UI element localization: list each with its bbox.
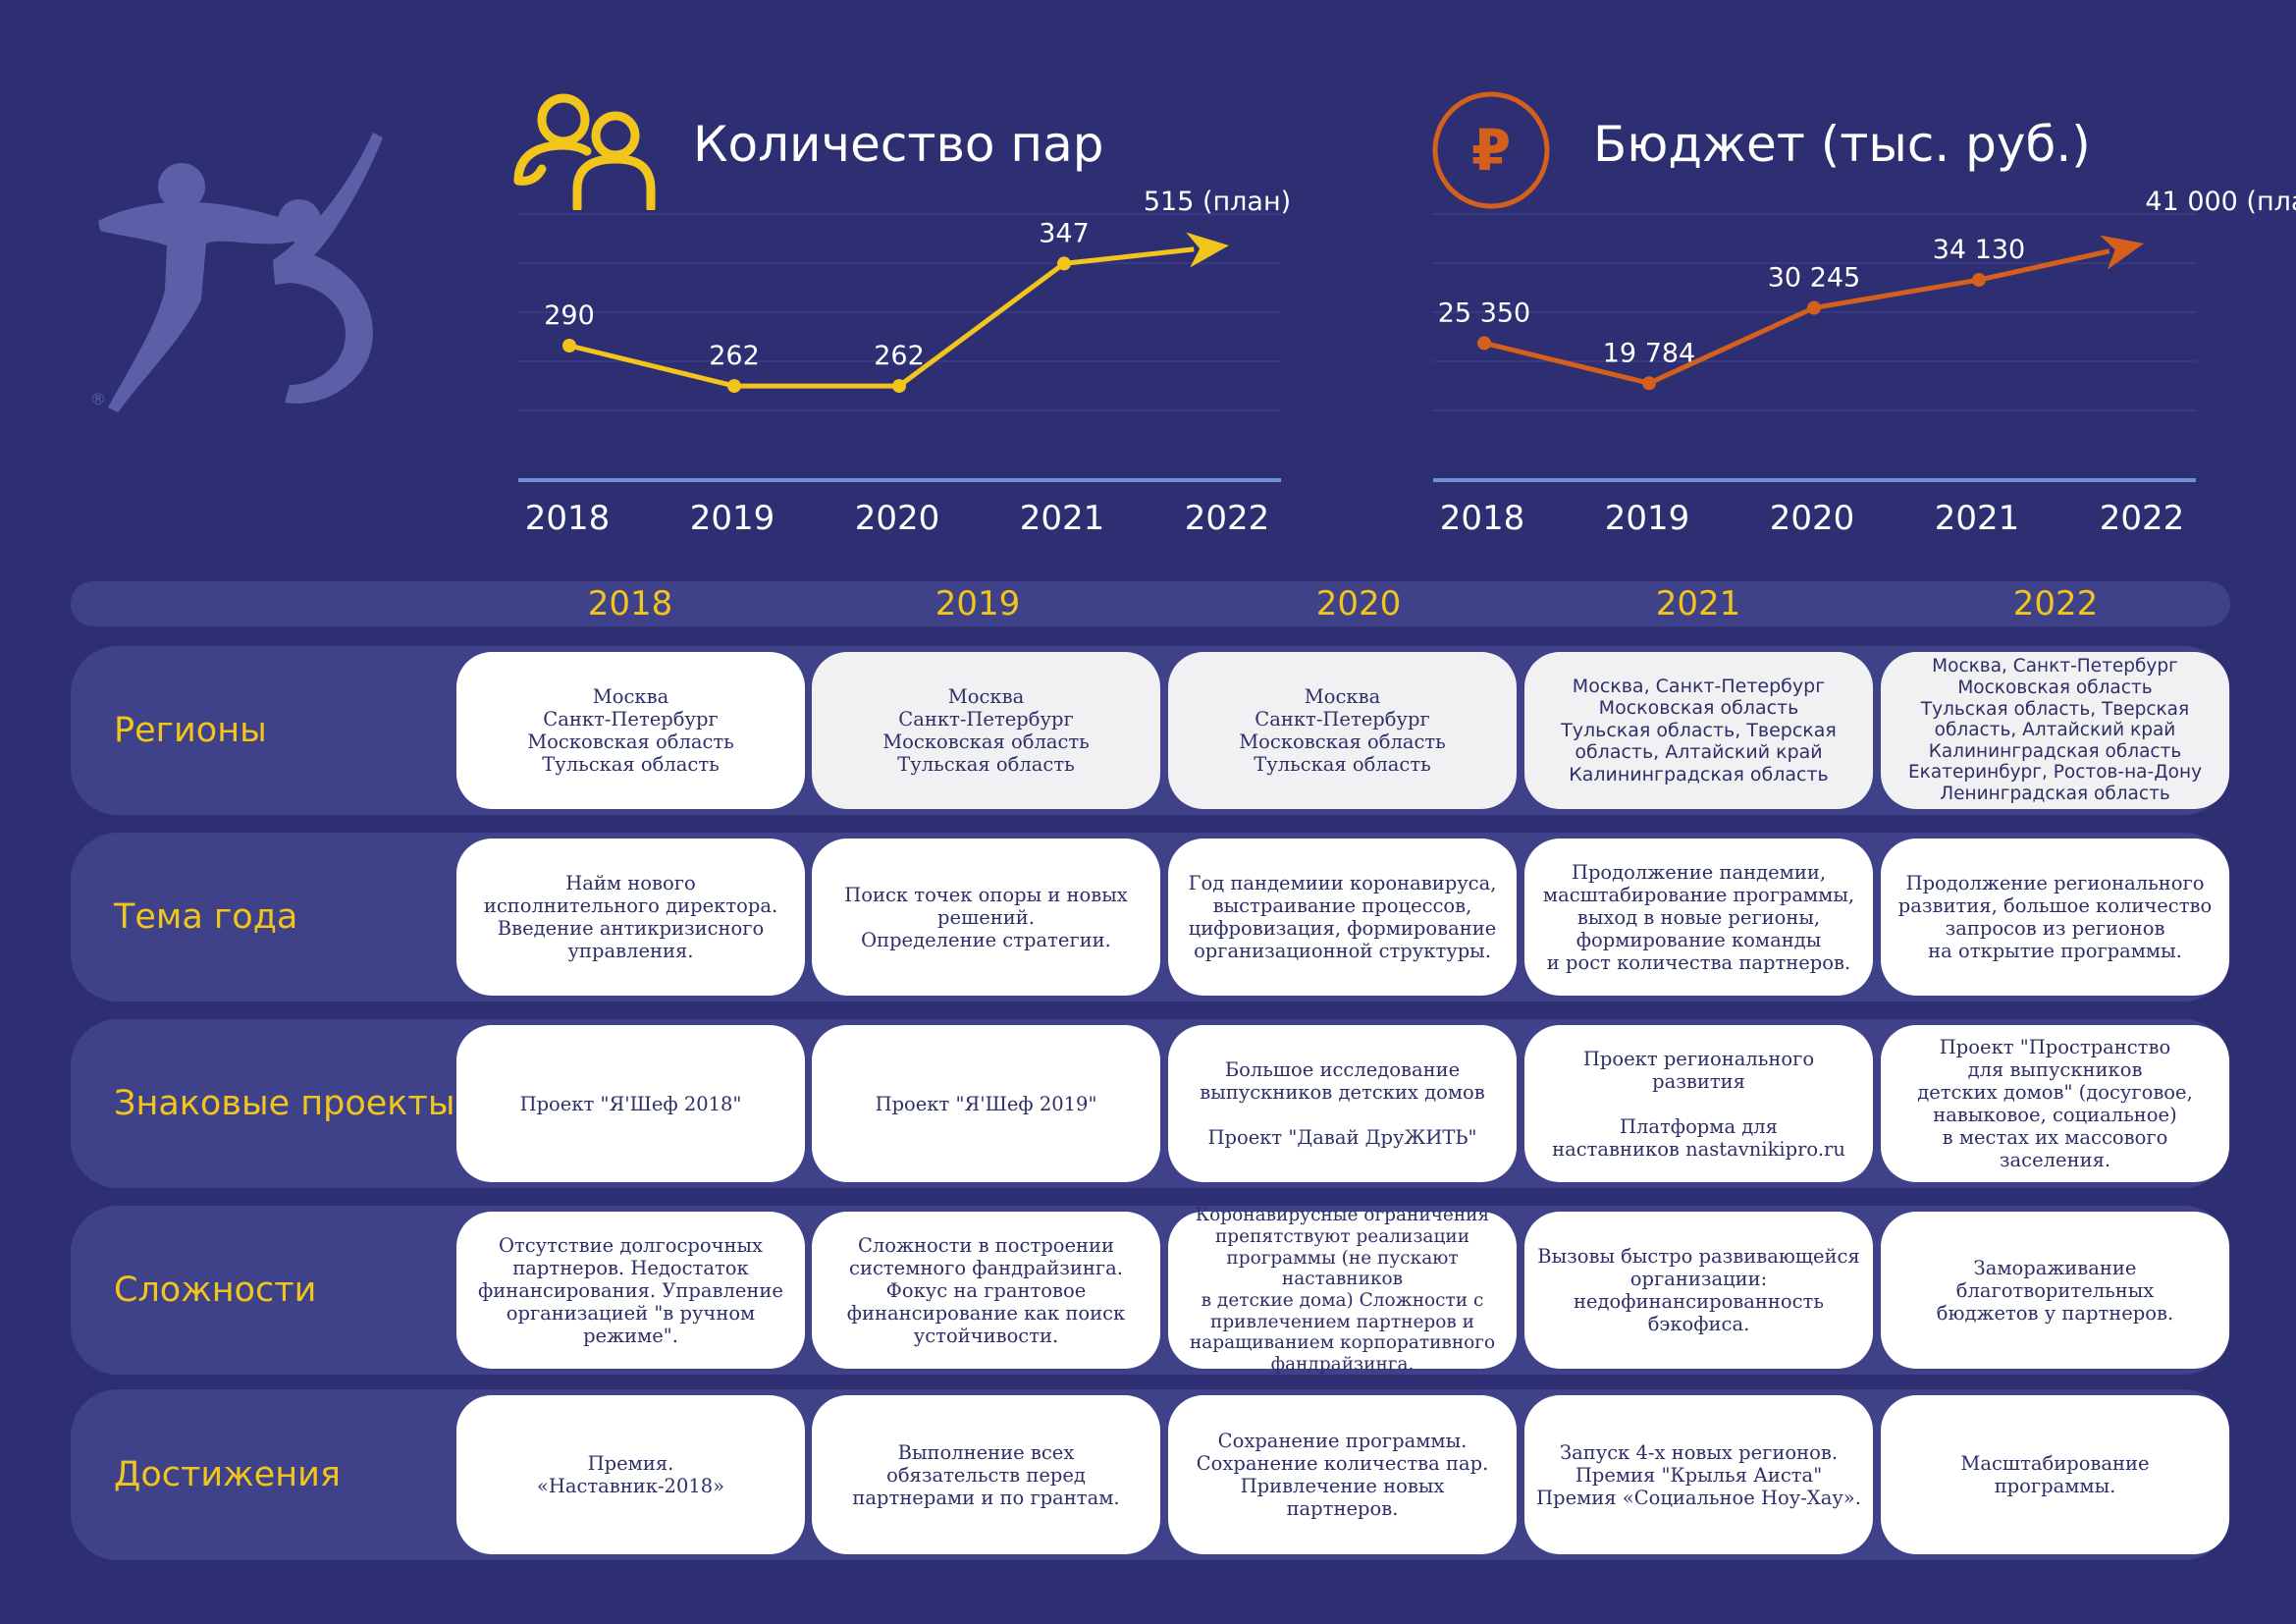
budget-line-chart: 2018 2019 2020 2021 2022 25 350 19 784 30 245 34… <box>1433 187 2296 538</box>
pairs-chart-tick-2021: 2021 <box>1020 499 1105 538</box>
cell-key-projects-2022: Проект "Пространство для выпускников дет… <box>1881 1025 2229 1182</box>
budget-chart-tick-2019: 2019 <box>1605 499 1690 538</box>
pairs-chart-tick-2022: 2022 <box>1185 499 1270 538</box>
cell-achievements-2020: Сохранение программы. Сохранение количес… <box>1168 1395 1517 1554</box>
cell-key-projects-2018: Проект "Я'Шеф 2018" <box>456 1025 805 1182</box>
year-header-2019: 2019 <box>934 584 1021 623</box>
cell-theme-2018: Найм нового исполнительного директора. В… <box>456 839 805 996</box>
cell-theme-2022: Продолжение регионального развития, боль… <box>1881 839 2229 996</box>
registered-mark: ® <box>90 390 106 408</box>
pairs-chart-series-line <box>568 261 1066 389</box>
budget-chart-point-2021 <box>1972 273 1986 288</box>
cell-regions-2021: Москва, Санкт-Петербург Московская облас… <box>1524 652 1873 809</box>
cell-difficulties-2022: Замораживание благотворительных бюджетов… <box>1881 1212 2229 1369</box>
budget-chart-tick-2022: 2022 <box>2100 499 2185 538</box>
ruble-icon: ₽ <box>1432 91 1550 209</box>
pairs-line-chart: 2018 2019 2020 2021 2022 290 262 262 347 515 (пла… <box>518 187 1291 538</box>
row-label-theme: Тема года <box>114 897 298 937</box>
budget-chart-point-2018 <box>1477 336 1491 351</box>
pairs-chart-tick-2019: 2019 <box>690 499 775 538</box>
cell-key-projects-2019: Проект "Я'Шеф 2019" <box>812 1025 1160 1182</box>
row-label-achievements: Достижения <box>114 1455 341 1494</box>
budget-chart-title: Бюджет (тыс. руб.) <box>1593 116 2091 173</box>
cell-difficulties-2020: Коронавирусные ограничения препятствуют … <box>1168 1205 1517 1375</box>
pairs-chart-point-2020 <box>892 379 906 394</box>
pairs-chart-value-label-2020: 262 <box>874 341 925 371</box>
pairs-chart-value-label-2018: 290 <box>544 300 595 331</box>
budget-chart-value-label-2018: 25 350 <box>1438 298 1530 328</box>
cell-regions-2018: Москва Санкт-Петербург Московская област… <box>456 652 805 809</box>
pairs-chart-tick-2018: 2018 <box>525 499 611 538</box>
cell-theme-2021: Продолжение пандемии, масштабирование пр… <box>1524 839 1873 996</box>
budget-chart-value-label-2020: 30 245 <box>1768 263 1860 294</box>
year-header-2020: 2020 <box>1315 584 1402 623</box>
pairs-chart-plan-label: 515 (план) <box>1144 187 1291 217</box>
year-header-2021: 2021 <box>1655 584 1741 623</box>
cell-regions-2022: Москва, Санкт-Петербург Московская облас… <box>1881 652 2229 809</box>
cell-achievements-2022: Масштабирование программы. <box>1881 1395 2229 1554</box>
pairs-chart-point-2018 <box>562 339 576 352</box>
row-label-difficulties: Сложности <box>114 1271 317 1310</box>
people-icon <box>513 93 656 210</box>
mentor-figures-icon <box>98 133 383 412</box>
budget-chart-series-line <box>1483 277 1980 386</box>
row-label-key-projects: Знаковые проекты <box>114 1084 455 1123</box>
cell-regions-2020: Москва Санкт-Петербург Московская област… <box>1168 652 1517 809</box>
year-header-bar <box>71 581 2230 626</box>
pairs-chart-value-label-2021: 347 <box>1039 218 1090 248</box>
budget-chart-value-label-2019: 19 784 <box>1603 338 1695 368</box>
ruble-glyph: ₽ <box>1471 117 1511 184</box>
cell-achievements-2019: Выполнение всех обязательств перед партн… <box>812 1395 1160 1554</box>
cell-theme-2019: Поиск точек опоры и новых решений. Опред… <box>812 839 1160 996</box>
cell-key-projects-2020: Большое исследование выпускников детских… <box>1168 1025 1517 1182</box>
budget-chart-point-2019 <box>1642 376 1656 391</box>
year-header-2018: 2018 <box>587 584 673 623</box>
pairs-chart-point-2019 <box>727 379 741 394</box>
pairs-chart-point-2021 <box>1057 256 1071 271</box>
cell-difficulties-2018: Отсутствие долгосрочных партнеров. Недос… <box>456 1212 805 1369</box>
row-label-regions: Регионы <box>114 711 267 750</box>
budget-chart-plan-line <box>1978 248 2110 283</box>
budget-chart-point-2020 <box>1807 300 1821 315</box>
pairs-chart-tick-2020: 2020 <box>855 499 940 538</box>
pairs-chart-plan-line <box>1063 246 1195 266</box>
budget-chart-plan-arrowhead <box>2100 235 2144 270</box>
cell-theme-2020: Год пандемиии коронавируса, выстраивание… <box>1168 839 1517 996</box>
pairs-chart-title: Количество пар <box>693 116 1104 173</box>
budget-chart-tick-2020: 2020 <box>1770 499 1855 538</box>
cell-key-projects-2021: Проект регионального развития Платформа … <box>1524 1025 1873 1182</box>
budget-chart-value-label-2021: 34 130 <box>1933 235 2025 265</box>
year-header-2022: 2022 <box>2012 584 2099 623</box>
pairs-chart-plan-arrowhead <box>1186 232 1229 268</box>
logo: ® <box>90 133 383 412</box>
budget-chart-tick-2021: 2021 <box>1935 499 2020 538</box>
pairs-chart-value-label-2019: 262 <box>709 341 760 371</box>
cell-difficulties-2021: Вызовы быстро развивающейся организации:… <box>1524 1212 1873 1369</box>
budget-chart-tick-2018: 2018 <box>1440 499 1525 538</box>
cell-achievements-2018: Премия. «Наставник-2018» <box>456 1395 805 1554</box>
budget-chart-plan-label: 41 000 (план) <box>2145 187 2296 217</box>
cell-regions-2019: Москва Санкт-Петербург Московская област… <box>812 652 1160 809</box>
cell-achievements-2021: Запуск 4-х новых регионов. Премия "Крыль… <box>1524 1395 1873 1554</box>
cell-difficulties-2019: Сложности в построении системного фандра… <box>812 1212 1160 1369</box>
